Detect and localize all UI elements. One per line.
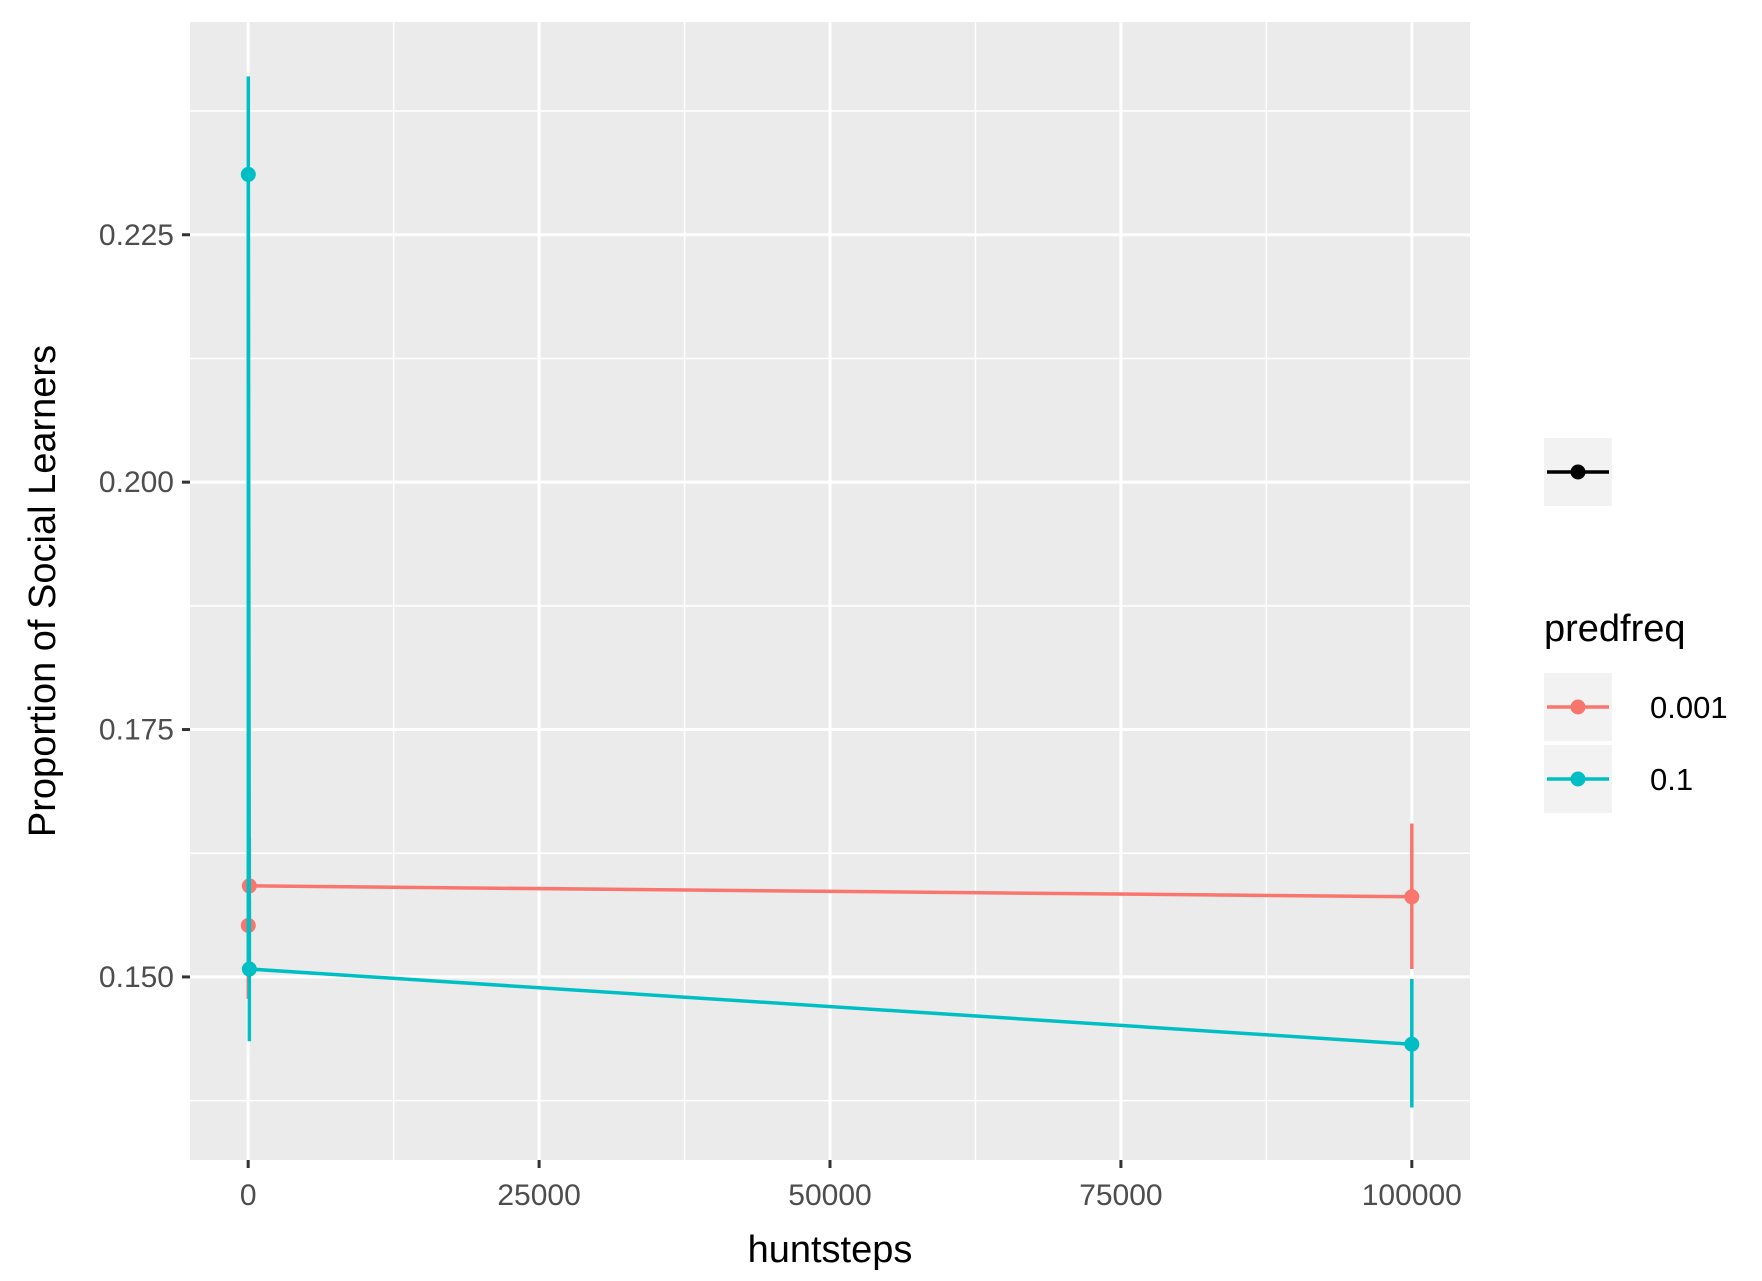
- series-1: [240, 76, 1420, 1108]
- data-point: [240, 166, 256, 182]
- y-axis-title: Proportion of Social Learners: [22, 345, 64, 837]
- x-tick-label: 25000: [497, 1179, 580, 1212]
- legend-key-point: [1570, 699, 1586, 715]
- legend-entry: 0.001: [1544, 673, 1728, 741]
- data-point: [1404, 1036, 1420, 1052]
- legend-entries: 0.001 0.1: [1544, 673, 1728, 813]
- legend-entry: 0.1: [1544, 745, 1693, 813]
- legend-top: [1544, 438, 1612, 506]
- y-axis: 0.150 0.175 0.200 0.225: [99, 219, 190, 994]
- data-point: [1404, 889, 1420, 905]
- x-axis: 0 25000 50000 75000 100000: [240, 1160, 1462, 1212]
- legend-top-key-point: [1570, 464, 1586, 480]
- legend-key-point: [1570, 771, 1586, 787]
- y-tick-label: 0.200: [99, 466, 174, 499]
- series-layer: [240, 76, 1420, 1108]
- y-tick-label: 0.150: [99, 961, 174, 994]
- y-tick-label: 0.175: [99, 714, 174, 747]
- legend-label: 0.001: [1650, 690, 1728, 725]
- x-tick-label: 100000: [1362, 1179, 1462, 1212]
- y-tick-label: 0.225: [99, 219, 174, 252]
- x-axis-title: huntsteps: [748, 1229, 913, 1271]
- legend-label: 0.1: [1650, 762, 1693, 797]
- legend-title: predfreq: [1544, 608, 1686, 650]
- x-tick-label: 75000: [1079, 1179, 1162, 1212]
- data-point: [241, 961, 257, 977]
- legend: predfreq 0.001 0.1: [1544, 608, 1728, 813]
- x-tick-label: 50000: [788, 1179, 871, 1212]
- x-tick-label: 0: [240, 1179, 257, 1212]
